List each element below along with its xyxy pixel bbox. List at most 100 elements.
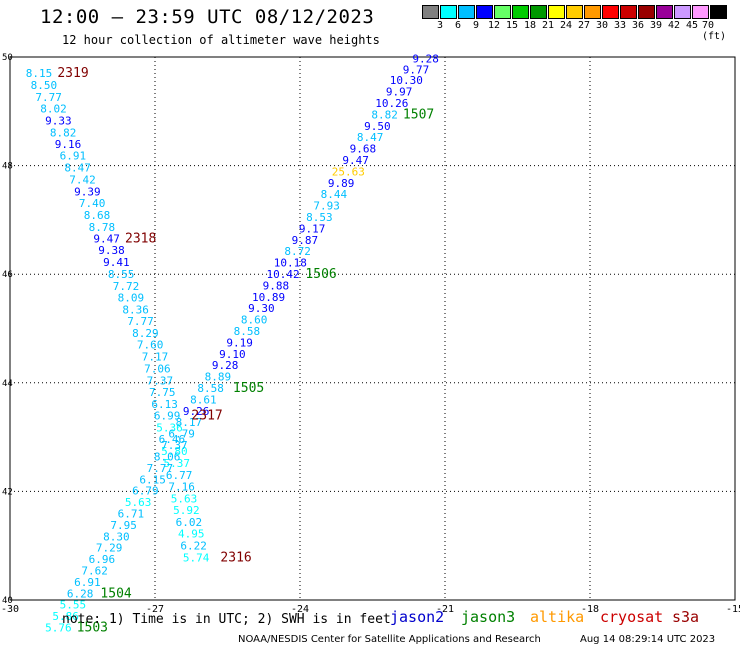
lat-tick-label: 50 [2,53,13,63]
color-scale-swatch [512,5,529,19]
wave-height-value: 7.77 [35,91,62,104]
wave-height-value: 10.89 [252,291,285,304]
wave-height-value: 9.47 [342,154,369,167]
wave-height-value: 9.33 [45,114,72,127]
wave-height-value: 8.89 [205,371,232,384]
color-scale-label: 39 [649,20,663,31]
color-scale-swatch [422,5,439,19]
color-scale-labels: 3 6 9 12 15 18 21 24 27 30 33 36 39 42 45 70 (ft) [422,20,740,42]
lat-tick-label: 48 [2,162,13,172]
wave-height-value: 9.17 [299,222,326,235]
wave-height-value: 8.36 [122,303,149,316]
wave-height-value: 8.61 [190,393,217,406]
color-scale-swatch [602,5,619,19]
color-scale-label: 45 [685,20,699,31]
wave-height-value: 8.78 [89,221,116,234]
page-subtitle: 12 hour collection of altimeter wave hei… [62,33,380,47]
wave-height-value: 8.50 [31,79,58,92]
lat-tick-label: 42 [2,487,13,497]
color-scale-swatch [656,5,673,19]
wave-height-value: 9.26 [183,405,210,418]
wave-height-value: 7.29 [96,542,123,555]
wave-height-value: 9.41 [103,256,130,269]
lon-tick-label: -18 [581,604,599,615]
pass-number-label: 2319 [57,66,88,81]
map-frame [9,56,736,601]
wave-height-value: 7.06 [144,362,171,375]
wave-height-value: 8.44 [321,188,348,201]
wave-height-value: 6.71 [118,507,145,520]
wave-height-value: 5.63 [125,496,152,509]
wave-height-value: 8.68 [84,209,111,222]
color-scale-label: 3 [436,20,444,31]
wave-height-value: 8.53 [306,211,333,224]
wave-height-value: 8.17 [176,416,203,429]
wave-height-value: 6.15 [139,473,166,486]
wave-height-value: 5.74 [183,551,210,564]
color-scale-label: 21 [541,20,555,31]
wave-height-value: 7.93 [313,200,340,213]
wave-height-value: 5.92 [173,504,200,517]
wave-height-value: 5.86 [52,610,79,623]
wave-height-value: 7.95 [110,519,137,532]
color-scale-label: 6 [454,20,462,31]
wave-height-value: 5.37 [164,457,191,470]
color-scale-swatch [476,5,493,19]
wave-height-value: 10.42 [267,268,300,281]
wave-height-value: 6.79 [168,428,195,441]
color-scale-swatch [638,5,655,19]
wave-height-value: 9.88 [263,279,290,292]
color-scale-label: 9 [472,20,480,31]
wave-height-value: 6.91 [60,150,87,163]
wave-height-value: 5.80 [161,445,188,458]
wave-height-value: 6.77 [166,469,193,482]
wave-height-value: 8.47 [64,162,91,175]
wave-height-value: 6.22 [180,540,207,553]
pass-number-label: 1504 [100,586,131,601]
satellite-legend-entry: cryosat [600,608,664,626]
wave-height-value: 8.09 [118,291,145,304]
color-scale-label: 33 [613,20,627,31]
wave-height-value: 8.06 [154,450,181,463]
wave-height-value: 6.99 [154,410,181,423]
wave-height-value: 9.10 [219,348,246,361]
pass-number-label: 2316 [220,550,251,565]
wave-height-value: 5.63 [171,492,198,505]
wave-height-value: 7.72 [113,280,140,293]
wave-height-value: 9.87 [292,234,319,247]
wave-height-value: 8.58 [234,325,261,338]
wave-height-value: 6.02 [176,516,203,529]
wave-height-value: 7.42 [69,174,96,187]
wave-height-value: 10.18 [274,257,307,270]
pass-number-label: 1503 [77,620,108,635]
color-scale-swatch [692,5,709,19]
wave-height-value: 25.63 [332,165,365,178]
lon-tick-label: -27 [146,604,164,615]
credit-text: NOAA/NESDIS Center for Satellite Applica… [238,634,541,645]
wave-height-value: 8.55 [108,268,135,281]
page-title: 12:00 – 23:59 UTC 08/12/2023 [40,6,375,28]
pass-number-label: 1505 [233,381,264,396]
wave-height-value: 5.55 [60,599,87,612]
wave-height-value: 7.77 [147,462,174,475]
color-scale-label: 18 [523,20,537,31]
wave-height-value: 8.15 [26,67,53,80]
color-scale-label: 27 [577,20,591,31]
color-scale-swatch [458,5,475,19]
wave-height-value: 7.16 [168,480,195,493]
wave-height-value: 8.72 [284,245,311,258]
generated-timestamp: Aug 14 08:29:14 UTC 2023 [580,634,716,645]
wave-height-value: 9.28 [212,359,239,372]
pass-number-label: 2318 [125,232,156,247]
wave-height-value: 10.26 [375,97,408,110]
color-scale-bar [422,5,728,19]
wave-height-value: 7.17 [142,351,169,364]
color-scale-label: 12 [487,20,501,31]
satellite-legend-entry: altika [530,608,585,626]
wave-height-value: 8.29 [132,327,159,340]
color-scale-swatch [566,5,583,19]
color-scale-label: 36 [631,20,645,31]
wave-height-value: 9.38 [98,244,125,257]
wave-height-value: 9.89 [328,177,355,190]
